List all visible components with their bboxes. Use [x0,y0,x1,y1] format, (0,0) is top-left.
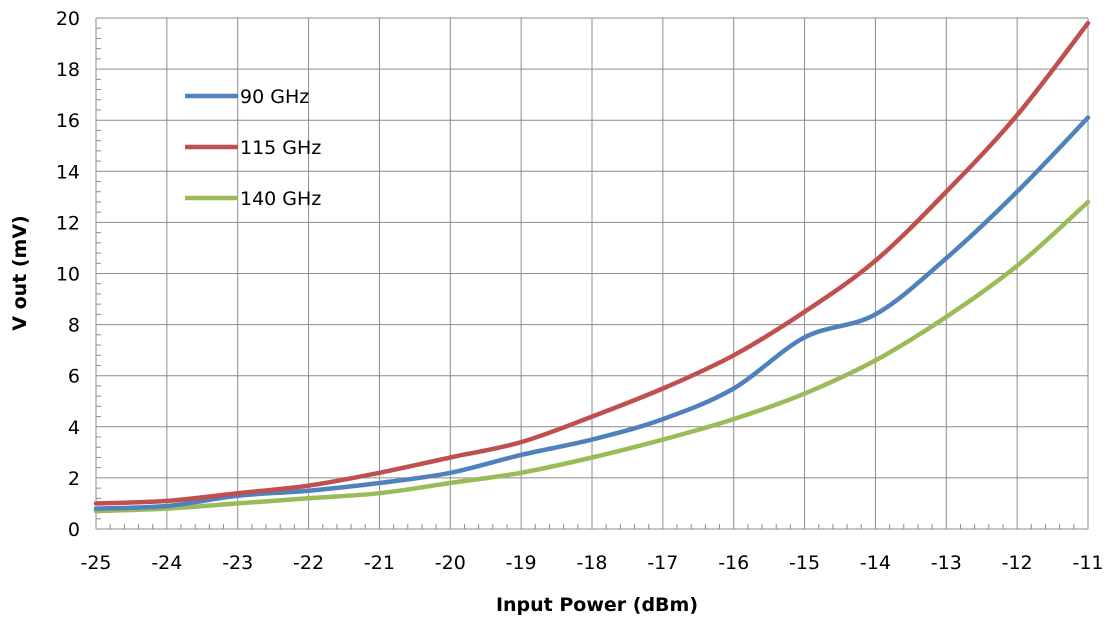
x-axis-title: Input Power (dBm) [496,594,698,616]
y-tick-label: 14 [56,161,80,183]
y-tick-label: 8 [68,315,80,337]
series-layer [93,20,1091,514]
x-tick-label: -20 [435,552,466,574]
x-tick-label: -13 [931,552,962,574]
y-tick-label: 4 [68,417,80,439]
y-tick-label: 12 [56,212,80,234]
y-tick-label: 6 [68,366,80,388]
y-tick-label: 20 [56,8,80,30]
y-tick-label: 2 [68,468,80,490]
x-tick-label: -11 [1072,552,1103,574]
legend-label: 140 GHz [240,188,321,210]
x-tick-label: -14 [860,552,891,574]
x-tick-label: -23 [222,552,253,574]
series-line-115-ghz [93,20,1091,506]
grid-layer [95,17,1089,530]
x-tick-label: -24 [151,552,182,574]
x-tick-label: -21 [364,552,395,574]
y-tick-label: 0 [68,519,80,541]
legend-label: 115 GHz [240,137,321,159]
legend: 90 GHz 115 GHz 140 GHz [185,86,321,210]
series-line-140-ghz [93,199,1091,514]
x-tick-label: -17 [647,552,678,574]
x-tick-label: -25 [80,552,111,574]
x-tick-label: -18 [576,552,607,574]
x-tick-label: -15 [789,552,820,574]
x-tick-label: -12 [1002,552,1033,574]
y-tick-label: 18 [56,59,80,81]
legend-label: 90 GHz [240,86,309,108]
series-line-90-ghz [93,115,1091,511]
y-tick-label: 10 [56,264,80,286]
x-tick-label: -22 [293,552,324,574]
x-tick-label: -19 [506,552,537,574]
y-tick-label: 16 [56,110,80,132]
x-tick-label: -16 [718,552,749,574]
axis-layer: 0 2 4 6 8 10 12 14 16 18 20 -25 -24 -23 -22 -21 -20 -19 -1… [56,8,1104,574]
y-axis-title: V out (mV) [9,215,31,330]
